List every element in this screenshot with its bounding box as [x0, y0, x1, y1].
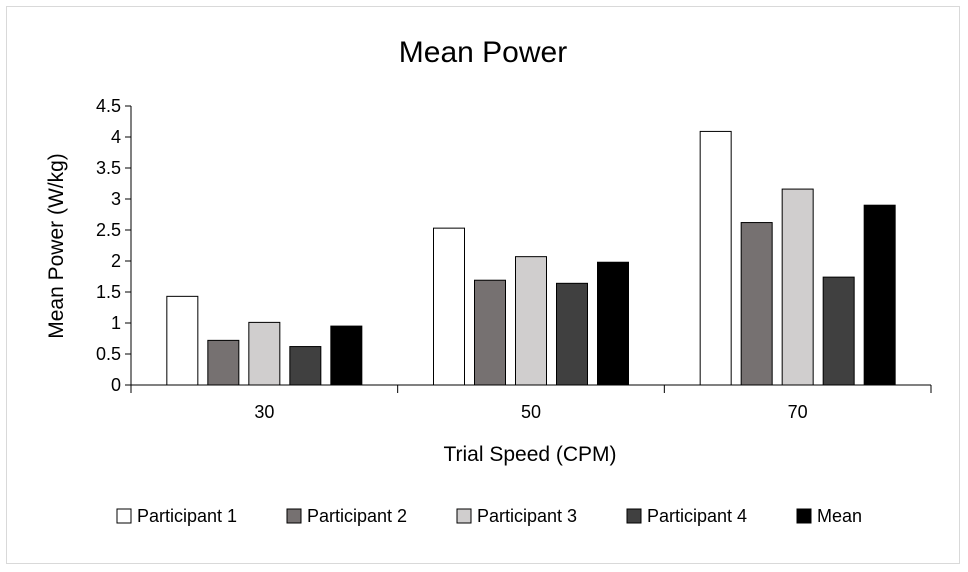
x-axis-title: Trial Speed (CPM) — [443, 443, 616, 466]
bar-participant-1-50 — [433, 227, 465, 386]
y-tick-label: 2 — [111, 251, 121, 271]
bar-participant-1-30 — [166, 295, 199, 386]
chart-title: Mean Power — [399, 36, 567, 69]
y-tick-label: 0.5 — [96, 344, 121, 364]
x-tick-label: 30 — [254, 402, 274, 422]
y-tick-label: 3.5 — [96, 158, 121, 178]
bar-participant-3-70 — [781, 188, 814, 386]
y-tick-label: 3 — [111, 189, 121, 209]
legend-participant-4-swatch — [626, 508, 642, 524]
plot-area: 0 0.5 1 1.5 2 2.5 3 3.5 4 4.5 30 50 70 — [96, 96, 932, 422]
bar-mean-70 — [863, 204, 896, 386]
bar-participant-2-50 — [474, 279, 506, 386]
bar-participant-4-50 — [556, 282, 588, 386]
bar-participant-3-50 — [515, 256, 547, 386]
y-tick-label: 4.5 — [96, 96, 121, 116]
legend-participant-4-label: Participant 4 — [647, 506, 747, 526]
bar-participant-2-70 — [740, 222, 773, 386]
bar-mean-30 — [330, 325, 363, 386]
legend-participant-2-swatch — [286, 508, 302, 524]
legend-participant-3-label: Participant 3 — [477, 506, 577, 526]
bar-participant-2-30 — [207, 339, 240, 386]
y-axis-title: Mean Power (W/kg) — [45, 153, 68, 339]
legend-mean-label: Mean — [817, 506, 862, 526]
bar-mean-50 — [597, 261, 629, 386]
x-tick-label: 70 — [788, 402, 808, 422]
y-tick-label: 1.5 — [96, 282, 121, 302]
y-tick-label: 0 — [111, 375, 121, 395]
bar-participant-4-70 — [822, 276, 855, 386]
y-tick-label: 4 — [111, 127, 121, 147]
y-tick-label: 2.5 — [96, 220, 121, 240]
legend-mean-swatch — [796, 508, 812, 524]
y-tick-label: 1 — [111, 313, 121, 333]
bar-participant-3-30 — [248, 321, 281, 386]
bar-participant-1-70 — [699, 130, 732, 386]
x-tick-label: 50 — [521, 402, 541, 422]
legend-participant-2-label: Participant 2 — [307, 506, 407, 526]
legend-participant-1-label: Participant 1 — [137, 506, 237, 526]
legend: Participant 1 Participant 2 Participant 3 P… — [116, 506, 862, 526]
legend-participant-3-swatch — [456, 508, 472, 524]
bar-participant-4-30 — [289, 346, 322, 386]
legend-participant-1-swatch — [116, 508, 132, 524]
